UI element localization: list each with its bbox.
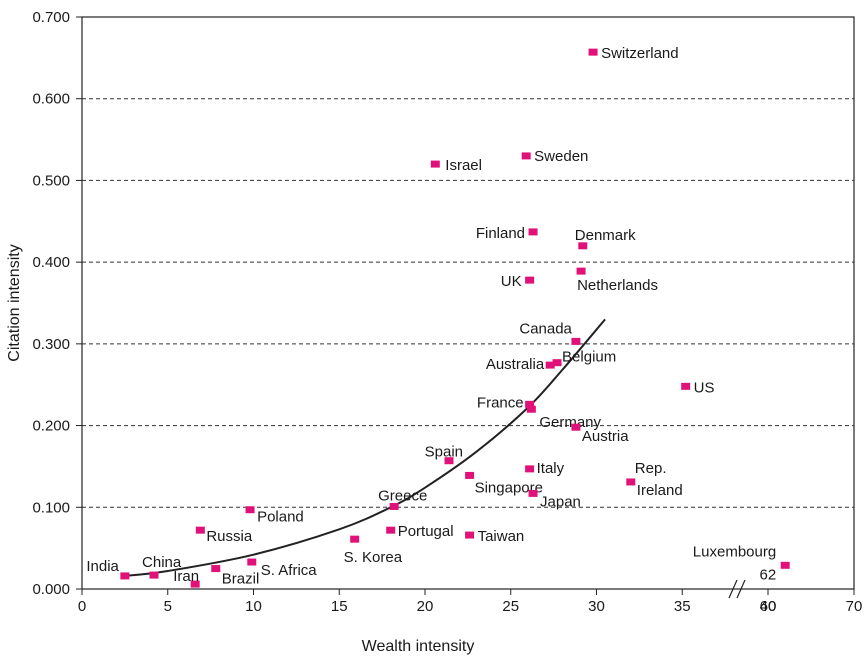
x-tick-label: 0: [78, 598, 86, 615]
point-label: Belgium: [562, 349, 616, 366]
x-tick-label: 60: [760, 598, 777, 615]
point-label: Italy: [537, 460, 565, 477]
y-tick-label: 0.300: [32, 336, 70, 353]
point-label: Finland: [476, 225, 525, 242]
data-point-greece: [389, 502, 399, 510]
y-tick-label: 0.600: [32, 91, 70, 108]
point-label: Luxembourg: [693, 543, 776, 560]
data-point-uk: [525, 276, 535, 284]
data-point-italy: [525, 465, 535, 473]
data-point-s-korea: [350, 535, 360, 543]
point-label: Sweden: [534, 148, 588, 165]
y-tick-label: 0.700: [32, 9, 70, 26]
point-label: Poland: [257, 509, 304, 526]
y-tick-label: 0.400: [32, 254, 70, 271]
point-label: US: [694, 379, 715, 396]
data-point-finland: [528, 228, 538, 236]
point-label: Japan: [540, 493, 581, 510]
point-label: S. Africa: [261, 562, 318, 579]
data-point-poland: [245, 506, 255, 514]
point-label: Netherlands: [577, 277, 658, 294]
data-point-russia: [195, 526, 205, 534]
plot-frame: [81, 16, 855, 590]
x-tick-label: 20: [417, 598, 434, 615]
luxembourg-value-label: 62: [760, 566, 777, 583]
x-tick-label: 30: [588, 598, 605, 615]
point-label: Austria: [582, 428, 629, 445]
data-point-spain: [444, 457, 454, 465]
point-label: Switzerland: [601, 45, 679, 62]
x-tick-label: 70: [846, 598, 863, 615]
data-point-australia: [545, 361, 555, 369]
data-point-sweden: [521, 152, 531, 160]
data-point-brazil: [211, 565, 221, 573]
point-label: UK: [501, 273, 522, 290]
data-point-netherlands: [576, 267, 586, 275]
x-tick-label: 35: [674, 598, 691, 615]
point-label: S. Korea: [344, 549, 403, 566]
axis-break-mark: [736, 579, 746, 599]
data-point-china: [149, 571, 159, 579]
data-point-us: [681, 382, 691, 390]
point-label: Iran: [173, 568, 199, 585]
x-tick-label: 15: [331, 598, 348, 615]
point-label: China: [142, 554, 182, 571]
x-axis-title: Wealth intensity: [362, 638, 475, 655]
data-point-germany: [526, 405, 536, 413]
data-point-japan: [528, 489, 538, 497]
point-label: Greece: [378, 487, 427, 504]
data-point-portugal: [386, 526, 396, 534]
x-tick-label: 10: [245, 598, 262, 615]
point-label: Denmark: [575, 227, 636, 244]
data-point-france: [525, 400, 535, 408]
y-tick-label: 0.500: [32, 172, 70, 189]
y-tick-label: 0.200: [32, 418, 70, 435]
data-point-canada: [571, 337, 581, 345]
point-label: Brazil: [222, 571, 260, 588]
data-point-singapore: [465, 471, 475, 479]
data-point-rep-ireland: [626, 478, 636, 486]
x-tick-label: 40: [760, 598, 777, 615]
point-label: France: [477, 394, 524, 411]
point-label: India: [86, 558, 119, 575]
y-tick-label: 0.000: [32, 581, 70, 598]
data-point-switzerland: [588, 48, 598, 56]
x-tick-label: 5: [164, 598, 172, 615]
y-axis-title: Citation intensity: [6, 244, 23, 361]
data-point-india: [120, 572, 130, 580]
point-label: Spain: [425, 444, 463, 461]
data-point-luxembourg: [780, 561, 790, 569]
x-tick-label: 25: [502, 598, 519, 615]
data-point-belgium: [552, 359, 562, 367]
axis-break-mark: [728, 579, 738, 599]
point-label: Portugal: [398, 523, 454, 540]
point-label: Russia: [206, 528, 253, 545]
data-point-s-africa: [247, 558, 257, 566]
point-label: Germany: [539, 414, 601, 431]
point-label: Canada: [519, 320, 572, 337]
data-point-israel: [430, 160, 440, 168]
trend-curve: [124, 318, 606, 577]
data-point-denmark: [578, 242, 588, 250]
data-point-taiwan: [465, 531, 475, 539]
y-tick-label: 0.100: [32, 499, 70, 516]
point-label: Australia: [486, 356, 545, 373]
point-label: Taiwan: [478, 528, 525, 545]
point-label: Israel: [445, 157, 482, 174]
data-point-austria: [571, 423, 581, 431]
data-point-iran: [190, 580, 200, 588]
point-label: Rep. Ireland: [635, 460, 683, 499]
point-label: Singapore: [475, 479, 543, 496]
